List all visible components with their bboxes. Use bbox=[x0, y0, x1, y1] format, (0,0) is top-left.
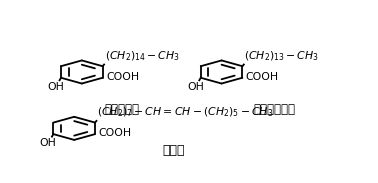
Text: $(CH_2)_{13}-CH_3$: $(CH_2)_{13}-CH_3$ bbox=[245, 49, 319, 63]
Text: $(CH_2)_7-CH=CH-(CH_2)_5-CH_3$: $(CH_2)_7-CH=CH-(CH_2)_5-CH_3$ bbox=[97, 105, 273, 119]
Text: 氮化白果亚酸: 氮化白果亚酸 bbox=[253, 103, 295, 116]
Text: COOH: COOH bbox=[246, 72, 279, 82]
Text: COOH: COOH bbox=[99, 128, 132, 138]
Text: OH: OH bbox=[187, 82, 204, 92]
Text: COOH: COOH bbox=[106, 72, 139, 82]
Text: OH: OH bbox=[47, 82, 64, 92]
Text: 氮化白果酸: 氮化白果酸 bbox=[104, 103, 139, 116]
Text: 白果酸: 白果酸 bbox=[162, 144, 184, 157]
Text: $(CH_2)_{14}-CH_3$: $(CH_2)_{14}-CH_3$ bbox=[105, 49, 180, 63]
Text: OH: OH bbox=[40, 138, 57, 148]
